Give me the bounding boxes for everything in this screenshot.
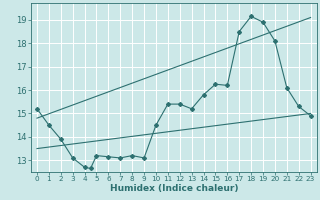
X-axis label: Humidex (Indice chaleur): Humidex (Indice chaleur) bbox=[109, 184, 238, 193]
